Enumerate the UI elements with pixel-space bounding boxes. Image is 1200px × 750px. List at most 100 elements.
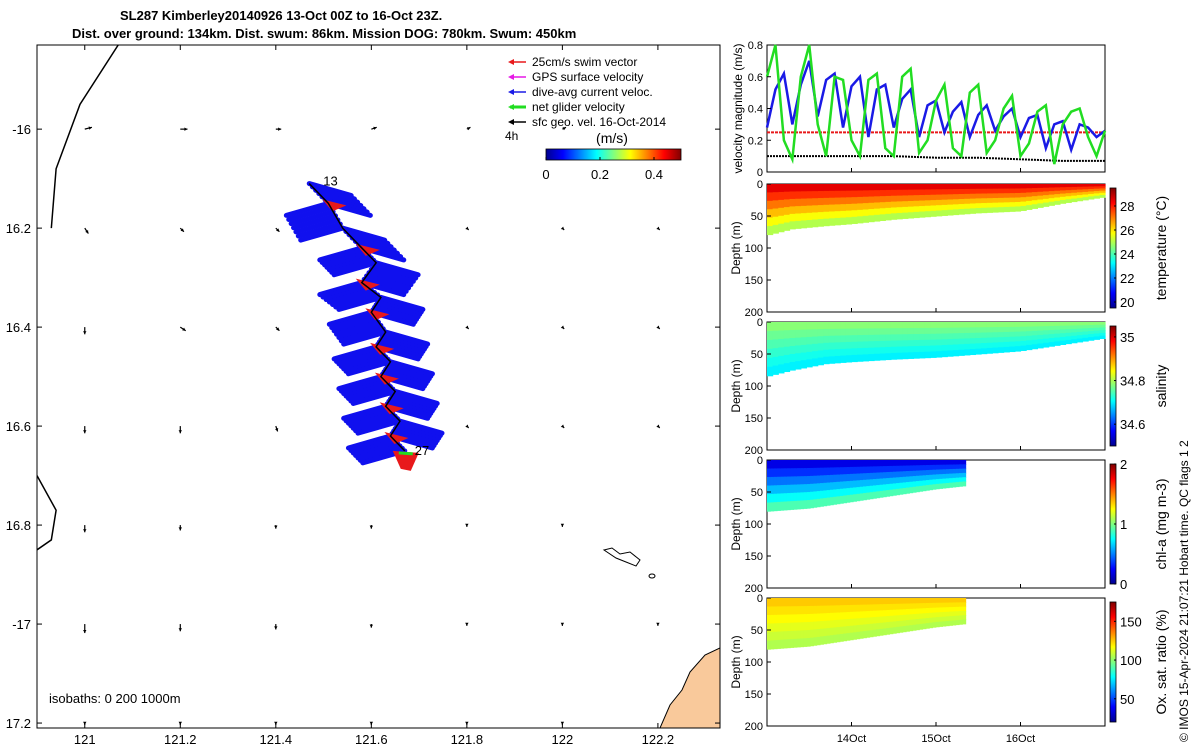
legend-label: 25cm/s swim vector bbox=[532, 55, 637, 69]
geo-velocity-arrow bbox=[84, 227, 89, 234]
depth-tick-label: 200 bbox=[745, 307, 763, 319]
depth-tick-label: 0 bbox=[757, 317, 763, 329]
coastline-southwest bbox=[37, 475, 57, 551]
time-tick-label: 14Oct bbox=[837, 733, 866, 745]
velocity-y-axis-label: velocity magnitude (m/s) bbox=[731, 43, 745, 173]
geo-velocity-arrow bbox=[275, 127, 282, 131]
dive-avg-current-fan bbox=[317, 245, 379, 278]
colorbar-tick-label: 22 bbox=[1120, 271, 1134, 286]
land-patch bbox=[659, 647, 720, 728]
geo-velocity-arrow bbox=[178, 426, 182, 434]
colorbar-tick-label: 26 bbox=[1120, 223, 1134, 238]
geo-velocity-arrow bbox=[465, 325, 470, 330]
geo-velocity-arrow bbox=[465, 523, 469, 527]
section-colorbar bbox=[1109, 187, 1117, 309]
geo-velocity-arrow bbox=[466, 126, 471, 131]
geo-velocity-arrow bbox=[179, 227, 185, 233]
geo-velocity-arrow bbox=[369, 525, 374, 529]
swim-vector bbox=[392, 450, 419, 471]
geo-velocity-arrow bbox=[560, 325, 565, 330]
depth-tick-label: 0 bbox=[757, 455, 763, 467]
map-panel: 13 27 121 121.2 121.4 121.6 121.8 122 122.2 -16 1… bbox=[6, 44, 721, 747]
colorbar-tick-label: 0 bbox=[1120, 577, 1127, 592]
depth-tick-label: 100 bbox=[745, 519, 763, 531]
figure-title-line2: Dist. over ground: 134km. Dist. swum: 86… bbox=[72, 26, 577, 41]
dive-avg-current-fan bbox=[326, 309, 389, 347]
depth-tick-label: 150 bbox=[745, 413, 763, 425]
credit-text: © IMOS 15-Apr-2024 21:07:21 Hobart time.… bbox=[1177, 440, 1191, 742]
velocity-series-net bbox=[765, 44, 1107, 165]
track-end-label: 27 bbox=[415, 443, 429, 458]
geo-velocity-arrow bbox=[562, 126, 567, 131]
depth-tick-label: 50 bbox=[751, 625, 763, 637]
geo-velocity-arrow bbox=[560, 424, 565, 429]
colorbar-tick-label: 0.4 bbox=[645, 167, 663, 182]
legend-label: sfc geo. vel. 16-Oct-2014 bbox=[532, 115, 666, 129]
geo-velocity-arrow bbox=[560, 622, 565, 626]
geo-velocity-arrow bbox=[275, 425, 279, 432]
depth-tick-label: 100 bbox=[745, 243, 763, 255]
depth-tick-label: 50 bbox=[751, 349, 763, 361]
geo-velocity-arrow bbox=[369, 624, 374, 628]
colorbar-tick-label: 0.2 bbox=[591, 167, 609, 182]
dive-avg-current-fan bbox=[341, 403, 403, 436]
map-y-tick-label: 16.2 bbox=[6, 221, 31, 236]
colorbar-label: Ox. sat. ratio (%) bbox=[1153, 609, 1169, 714]
colorbar-tick-label: 50 bbox=[1120, 692, 1134, 707]
geo-velocity-arrow bbox=[274, 624, 278, 630]
temperature-section-panel: 0 50 100 150 200 Depth (m) 20 22 24 26 28 temperatu… bbox=[729, 179, 1169, 319]
map-x-tick-label: 121.2 bbox=[164, 732, 197, 747]
section-fill bbox=[767, 460, 967, 512]
dive-avg-current-fan bbox=[283, 200, 346, 243]
map-x-tick-label: 122 bbox=[552, 732, 574, 747]
depth-tick-label: 100 bbox=[745, 657, 763, 669]
legend-entry: dive-avg current veloc. bbox=[508, 85, 653, 99]
colorbar-tick-label: 34.6 bbox=[1120, 417, 1145, 432]
depth-axis-label: Depth (m) bbox=[729, 497, 743, 550]
colorbar-tick-label: 34.8 bbox=[1120, 374, 1145, 389]
geo-velocity-arrow bbox=[465, 226, 470, 231]
speed-colorbar bbox=[545, 148, 682, 161]
colorbar-tick-label: 100 bbox=[1120, 653, 1142, 668]
geo-velocity-arrow bbox=[656, 325, 661, 330]
section-colorbar bbox=[1109, 601, 1117, 723]
geo-velocity-arrow bbox=[656, 424, 661, 429]
map-y-tick-label: 17.2 bbox=[6, 716, 31, 731]
geo-velocity-arrow bbox=[179, 326, 187, 332]
geo-velocity-arrow bbox=[83, 525, 87, 533]
depth-tick-label: 50 bbox=[751, 211, 763, 223]
geo-velocity-arrow bbox=[83, 327, 87, 335]
track-start-label: 13 bbox=[323, 174, 337, 189]
depth-tick-label: 150 bbox=[745, 689, 763, 701]
dive-avg-current-fan bbox=[306, 181, 373, 218]
depth-tick-label: 200 bbox=[745, 445, 763, 457]
section-fill bbox=[767, 598, 967, 650]
map-x-tick-label: 122.2 bbox=[642, 732, 675, 747]
depth-axis-label: Depth (m) bbox=[729, 635, 743, 688]
geo-velocity-arrow bbox=[178, 525, 182, 531]
geo-velocity-arrow bbox=[656, 622, 660, 626]
map-y-tick-label: 16.6 bbox=[6, 419, 31, 434]
map-y-tick-label: 16.8 bbox=[6, 518, 31, 533]
geo-velocity-arrow bbox=[465, 424, 470, 429]
colorbar-unit-label: (m/s) bbox=[596, 130, 628, 146]
map-x-tick-label: 121.4 bbox=[260, 732, 293, 747]
colorbar-tick-label: 28 bbox=[1120, 199, 1134, 214]
chlorophyll-section-panel: 0 50 100 150 200 Depth (m) 0 1 2 chl-a (mg m-3) bbox=[729, 455, 1169, 595]
map-y-tick-label: -17 bbox=[12, 617, 31, 632]
geo-velocity-arrow bbox=[656, 226, 661, 231]
colorbar-tick-label: 24 bbox=[1120, 247, 1134, 262]
geo-velocity-arrow bbox=[275, 326, 280, 332]
geo-velocity-arrow bbox=[83, 426, 87, 434]
colorbar-label: temperature (°C) bbox=[1153, 196, 1169, 300]
colorbar-tick-label: 150 bbox=[1120, 614, 1142, 629]
section-fill bbox=[767, 322, 1106, 377]
geo-velocity-arrow bbox=[83, 624, 87, 634]
isobaths-label: isobaths: 0 200 1000m bbox=[49, 691, 181, 706]
depth-tick-label: 0 bbox=[757, 179, 763, 191]
net-glider-velocity bbox=[398, 451, 413, 456]
depth-tick-label: 50 bbox=[751, 487, 763, 499]
oxygen-section-panel: 0 50 100 150 200 Depth (m) 50 100 150 Ox. sat. ra… bbox=[729, 593, 1169, 733]
legend-label: net glider velocity bbox=[532, 100, 625, 114]
